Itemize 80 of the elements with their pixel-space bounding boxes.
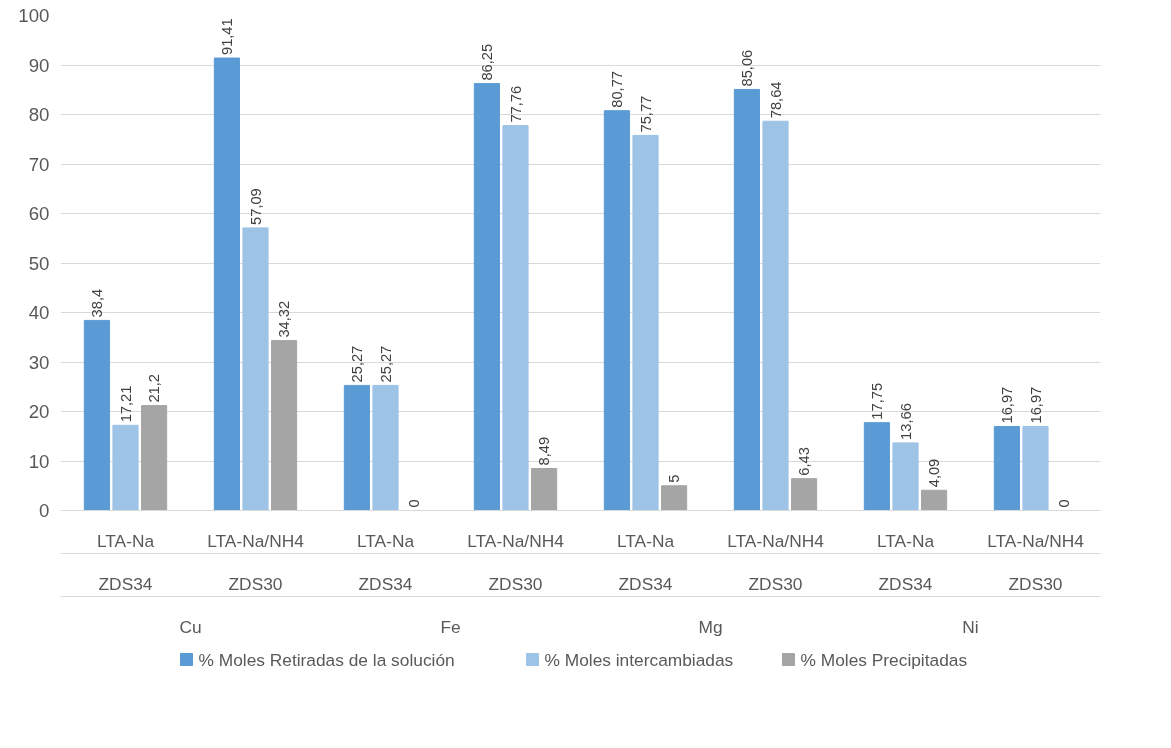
data-label: 25,27 [377, 345, 394, 383]
text: Fe [440, 616, 461, 637]
bar [863, 422, 890, 511]
x-tick-label: LTA-Na/NH4 [727, 530, 825, 551]
text: ZDS34 [618, 573, 673, 594]
x-tick-label: LTA-Na [96, 530, 155, 551]
bar [632, 134, 659, 511]
bar [603, 110, 630, 511]
bar [372, 384, 399, 511]
bar [791, 478, 818, 511]
y-tick-label: 70 [28, 153, 50, 175]
bar [733, 88, 760, 511]
text: ZDS34 [358, 573, 413, 594]
bar [83, 319, 110, 511]
y-tick-label: 100 [18, 5, 50, 26]
x-tick-label: LTA-Na [616, 530, 675, 551]
bar [892, 442, 919, 511]
bar [531, 467, 558, 511]
legend-label: % Moles Retiradas de la solución [198, 649, 455, 670]
x-tick-label: LTA-Na [356, 530, 415, 551]
text: ZDS34 [98, 573, 153, 594]
bar [242, 227, 269, 511]
bar [502, 125, 529, 511]
y-tick-label: 10 [28, 450, 50, 472]
y-tick-label: 40 [28, 302, 50, 323]
data-label: 85,06 [738, 49, 755, 87]
x-tick-label: LTA-Na/NH4 [987, 530, 1085, 551]
data-label: 78,64 [767, 81, 784, 119]
bar [271, 340, 298, 511]
data-label: 77,76 [507, 85, 524, 123]
text: Mg [698, 616, 723, 637]
text: Cu [179, 616, 202, 637]
data-label: 0 [406, 499, 423, 508]
data-label: 25,27 [348, 345, 365, 383]
data-label: 13,66 [897, 403, 914, 440]
text: ZDS30 [748, 573, 803, 594]
bar [343, 384, 370, 511]
bar [762, 120, 789, 511]
y-tick-label: 90 [28, 54, 50, 76]
text: ZDS34 [878, 573, 933, 594]
data-label: 80,77 [608, 71, 625, 108]
legend-label: % Moles Precipitadas [800, 649, 968, 670]
data-label: 8,49 [536, 436, 553, 466]
data-label: 75,77 [637, 95, 654, 133]
data-label: 34,32 [276, 300, 293, 338]
text: ZDS30 [488, 573, 543, 594]
data-label: 5 [666, 474, 683, 483]
y-tick-label: 0 [39, 500, 50, 521]
data-label: 17,21 [117, 385, 134, 423]
data-label: 16,97 [1027, 386, 1044, 424]
data-label: 86,25 [478, 43, 495, 81]
data-label: 57,09 [247, 188, 264, 225]
y-tick-label: 60 [28, 203, 50, 224]
y-tick-label: 80 [28, 104, 50, 125]
bar [141, 405, 168, 511]
text: ZDS30 [228, 573, 283, 594]
bar [473, 83, 500, 511]
text: Ni [962, 616, 979, 637]
bar [921, 489, 948, 511]
y-tick-label: 30 [28, 351, 50, 373]
data-label: 91,41 [218, 18, 235, 56]
bar [112, 424, 139, 511]
data-label: 16,97 [998, 386, 1015, 424]
bar [661, 485, 688, 511]
data-label: 21,2 [146, 374, 163, 403]
data-label: 0 [1056, 499, 1073, 508]
x-tick-label: LTA-Na [876, 530, 935, 551]
y-tick-label: 50 [28, 252, 50, 274]
y-tick-label: 20 [28, 401, 50, 422]
bar [993, 426, 1020, 511]
bar [213, 57, 240, 511]
data-label: 17,75 [868, 382, 885, 420]
x-tick-label: LTA-Na/NH4 [467, 530, 565, 551]
data-label: 6,43 [796, 447, 813, 476]
bar [1022, 426, 1049, 511]
text: ZDS30 [1008, 573, 1063, 594]
data-label: 38,4 [88, 288, 105, 318]
data-label: 4,09 [926, 458, 943, 488]
x-tick-label: LTA-Na/NH4 [207, 530, 305, 551]
legend-label: % Moles intercambiadas [544, 649, 734, 670]
